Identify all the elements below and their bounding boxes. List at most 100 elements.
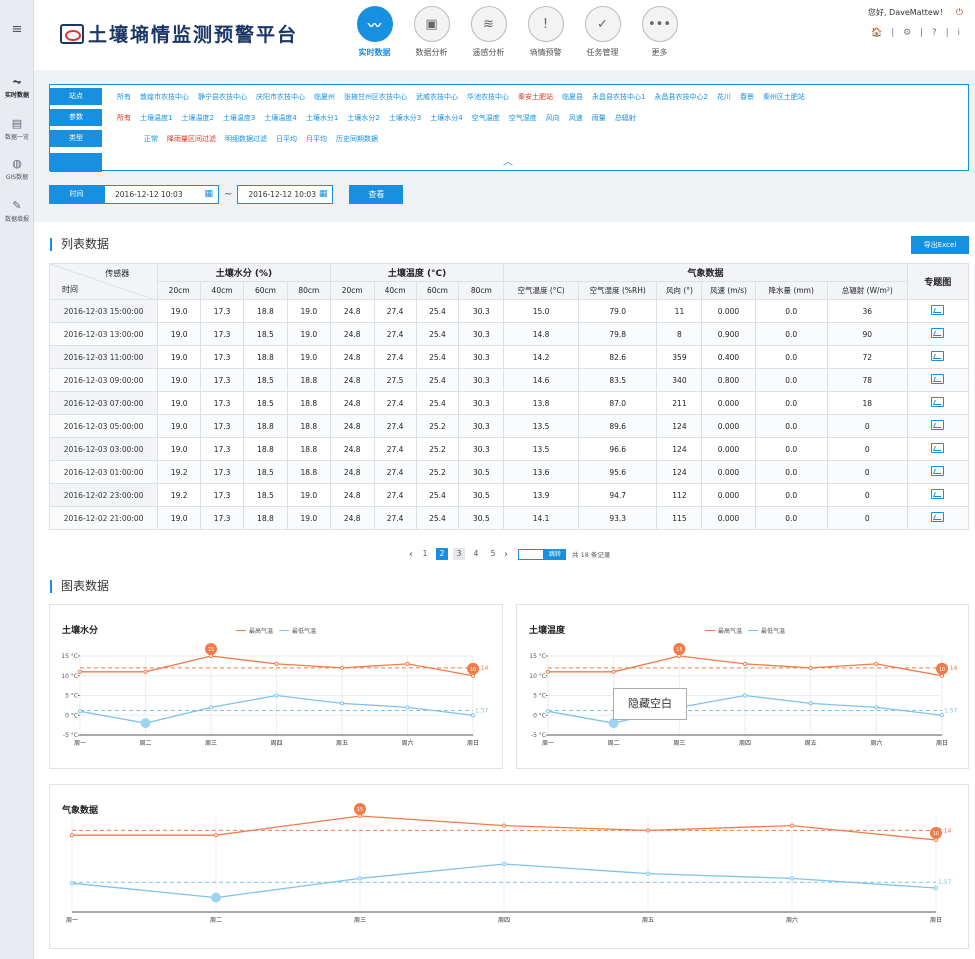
marker-pin-low[interactable] (608, 718, 619, 729)
data-point[interactable] (470, 713, 476, 718)
marker-pin[interactable] (467, 662, 479, 675)
data-point[interactable] (274, 661, 279, 667)
param-option[interactable]: 雨量 (591, 113, 606, 122)
nav-item-1[interactable]: ▣ 数据分析 (403, 6, 460, 58)
data-point[interactable] (933, 885, 939, 891)
calendar-icon[interactable]: ▦ (318, 189, 328, 199)
data-point[interactable] (501, 861, 507, 867)
data-point[interactable] (208, 705, 214, 710)
data-point[interactable] (789, 823, 795, 828)
data-point[interactable] (645, 828, 651, 833)
data-point[interactable] (339, 701, 345, 706)
legend-item-low[interactable]: 最低气温 (748, 626, 785, 635)
data-point[interactable] (874, 705, 879, 710)
nav-item-3[interactable]: ! 墒情预警 (517, 6, 574, 58)
prev-page-icon[interactable]: ‹ (409, 548, 413, 560)
data-point[interactable] (77, 669, 83, 674)
map-icon[interactable] (931, 466, 945, 476)
station-option[interactable]: 秦州区土肥站 (762, 92, 805, 101)
data-point[interactable] (742, 661, 748, 667)
data-point[interactable] (742, 693, 748, 698)
type-option[interactable]: 降雨量区间过滤 (167, 134, 216, 143)
param-option[interactable]: 空气温度 (471, 113, 500, 122)
type-option[interactable]: 明细数据过滤 (225, 134, 267, 143)
power-icon[interactable]: ⏻ (955, 8, 963, 18)
menu-toggle-icon[interactable]: ≡ (11, 22, 23, 37)
page-number[interactable]: 1 (422, 549, 428, 558)
data-point[interactable] (611, 669, 616, 674)
data-point[interactable] (808, 665, 813, 670)
station-option[interactable]: 永昌县农技中心2 (654, 92, 708, 101)
nav-item-0[interactable]: 〰实时数据 (346, 6, 403, 58)
param-option[interactable]: 土壤水分1 (305, 113, 339, 122)
data-point[interactable] (274, 693, 279, 698)
sidebar-item-report[interactable]: ✎ 数据填报 (0, 200, 34, 224)
param-option[interactable]: 总辐射 (614, 113, 636, 122)
data-point[interactable] (77, 709, 83, 714)
data-point[interactable] (645, 871, 651, 876)
param-option[interactable]: 土壤温度2 (181, 113, 214, 122)
marker-pin[interactable] (936, 662, 948, 675)
map-icon[interactable] (931, 397, 945, 407)
jump-page-input[interactable] (518, 548, 544, 560)
data-point[interactable] (69, 833, 75, 838)
page-number[interactable]: 4 (473, 549, 479, 558)
marker-pin[interactable] (673, 643, 686, 655)
query-button[interactable]: 查看 (349, 185, 404, 204)
param-option[interactable]: 所有 (117, 113, 131, 122)
legend-item-high[interactable]: 最高气温 (236, 626, 273, 635)
toolbar-icons[interactable]: 🏠 | ⚙ | ? | i (871, 28, 963, 38)
data-point[interactable] (808, 701, 813, 706)
nav-item-2[interactable]: ≋ 遥感分析 (460, 6, 517, 58)
jump-button[interactable]: 跳转 (544, 548, 566, 560)
map-icon[interactable] (931, 512, 945, 522)
export-excel-button[interactable]: 导出Excel (911, 236, 969, 254)
data-point[interactable] (545, 669, 551, 674)
chevron-up-icon[interactable]: ︿ (503, 157, 513, 168)
station-option[interactable]: 秦安土肥站 (518, 92, 553, 101)
data-point[interactable] (357, 876, 363, 881)
app-logo[interactable]: 土壤墒情监测预警平台 (60, 20, 298, 47)
map-icon[interactable] (931, 489, 945, 499)
type-option[interactable]: 正常 (144, 134, 158, 143)
nav-item-4[interactable]: ✓ 任务管理 (574, 6, 631, 58)
sidebar-item-overview[interactable]: ▤ 数据一览 (0, 118, 34, 142)
type-option[interactable]: 日平均 (276, 134, 297, 143)
station-option[interactable]: 张掖甘州区农技中心 (344, 92, 407, 101)
page-number[interactable]: 5 (490, 549, 496, 558)
station-option[interactable]: 华池农技中心 (467, 92, 509, 101)
station-option[interactable]: 庆阳市农技中心 (256, 92, 305, 101)
param-option[interactable]: 空气湿度 (508, 113, 537, 122)
data-point[interactable] (143, 669, 148, 674)
data-point[interactable] (874, 661, 879, 667)
marker-pin[interactable] (354, 803, 366, 815)
map-icon[interactable] (931, 305, 945, 315)
nav-item-5[interactable]: ••• 更多 (631, 6, 688, 58)
station-option[interactable]: 临夏州 (314, 92, 335, 101)
data-point[interactable] (939, 713, 945, 718)
next-page-icon[interactable]: › (504, 548, 508, 560)
station-option[interactable]: 静宁县农技中心 (198, 92, 247, 101)
param-option[interactable]: 风向 (545, 113, 560, 122)
station-option[interactable]: 敦煌市农技中心 (140, 92, 189, 101)
data-point[interactable] (69, 881, 75, 886)
calendar-icon[interactable]: ▦ (204, 189, 213, 199)
data-point[interactable] (213, 833, 219, 838)
station-option[interactable]: 花川 (716, 92, 731, 101)
map-icon[interactable] (931, 351, 945, 361)
sidebar-item-realtime[interactable]: ⏦ 实时数据 (0, 76, 34, 100)
marker-pin[interactable] (930, 827, 942, 839)
param-option[interactable]: 土壤温度4 (264, 113, 297, 122)
marker-pin-low[interactable] (211, 892, 221, 903)
station-option[interactable]: 武威农技中心 (416, 92, 458, 101)
start-time-input[interactable]: 2016-12-12 10:03 ▦ (104, 185, 219, 204)
data-point[interactable] (545, 709, 551, 714)
end-time-input[interactable]: 2016-12-12 10:03 ▦ (237, 185, 334, 204)
data-point[interactable] (501, 823, 507, 828)
station-option[interactable]: 所有 (117, 92, 131, 101)
page-number[interactable]: 2 (436, 548, 448, 560)
param-option[interactable]: 土壤温度3 (222, 113, 256, 122)
param-option[interactable]: 土壤水分4 (430, 113, 463, 122)
type-option[interactable]: 月平均 (306, 134, 327, 143)
data-point[interactable] (405, 705, 410, 710)
